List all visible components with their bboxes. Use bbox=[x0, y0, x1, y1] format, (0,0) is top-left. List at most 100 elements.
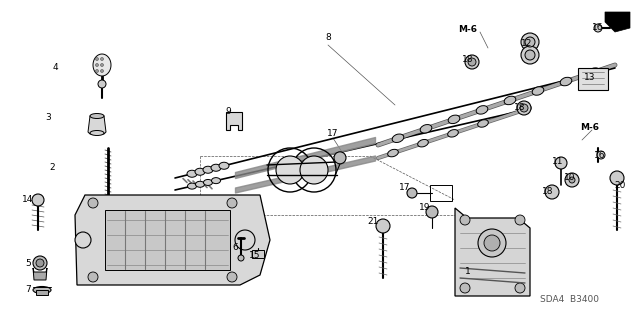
Ellipse shape bbox=[388, 149, 398, 157]
Text: M-6: M-6 bbox=[458, 26, 477, 35]
Circle shape bbox=[98, 80, 106, 88]
Circle shape bbox=[520, 104, 528, 112]
Text: 18: 18 bbox=[462, 55, 474, 65]
Polygon shape bbox=[455, 208, 530, 296]
Circle shape bbox=[100, 63, 104, 67]
Circle shape bbox=[484, 235, 500, 251]
Text: 3: 3 bbox=[45, 114, 51, 123]
Ellipse shape bbox=[420, 124, 432, 133]
Circle shape bbox=[407, 188, 417, 198]
Ellipse shape bbox=[588, 68, 600, 76]
Ellipse shape bbox=[195, 168, 205, 175]
Circle shape bbox=[545, 185, 559, 199]
Text: M-6: M-6 bbox=[580, 124, 600, 132]
Text: 17: 17 bbox=[327, 129, 339, 138]
Polygon shape bbox=[75, 195, 270, 285]
Circle shape bbox=[88, 198, 98, 208]
Polygon shape bbox=[36, 290, 48, 295]
Circle shape bbox=[525, 37, 535, 47]
Circle shape bbox=[227, 198, 237, 208]
Circle shape bbox=[468, 58, 476, 66]
Ellipse shape bbox=[418, 140, 428, 147]
Ellipse shape bbox=[448, 115, 460, 124]
Ellipse shape bbox=[532, 87, 544, 95]
Text: 18: 18 bbox=[542, 188, 554, 196]
Circle shape bbox=[227, 272, 237, 282]
Circle shape bbox=[515, 215, 525, 225]
Text: 13: 13 bbox=[584, 74, 596, 83]
Circle shape bbox=[36, 259, 44, 267]
Circle shape bbox=[610, 171, 624, 185]
Text: 16: 16 bbox=[592, 23, 604, 33]
Text: 2: 2 bbox=[49, 164, 55, 172]
Polygon shape bbox=[93, 54, 111, 76]
Text: 8: 8 bbox=[325, 34, 331, 43]
Circle shape bbox=[515, 283, 525, 293]
Circle shape bbox=[517, 101, 531, 115]
Circle shape bbox=[88, 272, 98, 282]
Circle shape bbox=[597, 151, 605, 159]
Text: 4: 4 bbox=[52, 63, 58, 73]
Text: 17: 17 bbox=[399, 183, 411, 193]
Ellipse shape bbox=[195, 181, 205, 187]
Text: 12: 12 bbox=[522, 38, 532, 47]
Circle shape bbox=[376, 219, 390, 233]
Bar bbox=[578, 68, 608, 90]
Text: 20: 20 bbox=[614, 180, 626, 189]
Circle shape bbox=[460, 283, 470, 293]
Circle shape bbox=[426, 206, 438, 218]
Ellipse shape bbox=[33, 286, 51, 293]
Circle shape bbox=[521, 46, 539, 64]
Text: 18: 18 bbox=[515, 103, 525, 113]
Ellipse shape bbox=[90, 114, 104, 118]
Ellipse shape bbox=[477, 120, 488, 127]
Polygon shape bbox=[226, 112, 242, 130]
Circle shape bbox=[465, 55, 479, 69]
Ellipse shape bbox=[211, 164, 221, 171]
Circle shape bbox=[334, 152, 346, 164]
Circle shape bbox=[555, 157, 567, 169]
Circle shape bbox=[594, 24, 602, 32]
Circle shape bbox=[478, 229, 506, 257]
Ellipse shape bbox=[476, 106, 488, 114]
Text: FR.: FR. bbox=[611, 18, 625, 27]
Circle shape bbox=[95, 69, 99, 73]
Circle shape bbox=[300, 156, 328, 184]
Text: 15: 15 bbox=[249, 251, 260, 260]
Circle shape bbox=[521, 33, 539, 51]
Polygon shape bbox=[33, 268, 47, 280]
Text: 21: 21 bbox=[367, 218, 379, 227]
Text: SDA4  B3400: SDA4 B3400 bbox=[541, 295, 600, 305]
Circle shape bbox=[569, 177, 575, 183]
Text: 16: 16 bbox=[595, 150, 605, 159]
Polygon shape bbox=[605, 12, 630, 32]
Text: 6: 6 bbox=[232, 244, 238, 252]
Ellipse shape bbox=[219, 162, 229, 169]
Circle shape bbox=[565, 173, 579, 187]
Circle shape bbox=[276, 156, 304, 184]
Circle shape bbox=[238, 255, 244, 261]
Circle shape bbox=[100, 58, 104, 60]
Ellipse shape bbox=[560, 77, 572, 86]
Text: 19: 19 bbox=[419, 204, 431, 212]
Polygon shape bbox=[105, 210, 230, 270]
Text: 1: 1 bbox=[465, 268, 471, 276]
Circle shape bbox=[460, 215, 470, 225]
Circle shape bbox=[95, 58, 99, 60]
Circle shape bbox=[33, 256, 47, 270]
Text: 11: 11 bbox=[552, 157, 564, 166]
Ellipse shape bbox=[211, 178, 221, 184]
Ellipse shape bbox=[392, 134, 404, 142]
Ellipse shape bbox=[90, 131, 104, 135]
Text: 14: 14 bbox=[22, 196, 34, 204]
Bar bbox=[430, 185, 452, 201]
Ellipse shape bbox=[187, 170, 197, 177]
Text: 7: 7 bbox=[25, 285, 31, 294]
Bar bbox=[252, 250, 264, 258]
Ellipse shape bbox=[447, 130, 458, 137]
Ellipse shape bbox=[203, 166, 213, 173]
Circle shape bbox=[525, 50, 535, 60]
Text: 5: 5 bbox=[25, 259, 31, 268]
Polygon shape bbox=[88, 116, 106, 134]
Ellipse shape bbox=[188, 183, 196, 189]
